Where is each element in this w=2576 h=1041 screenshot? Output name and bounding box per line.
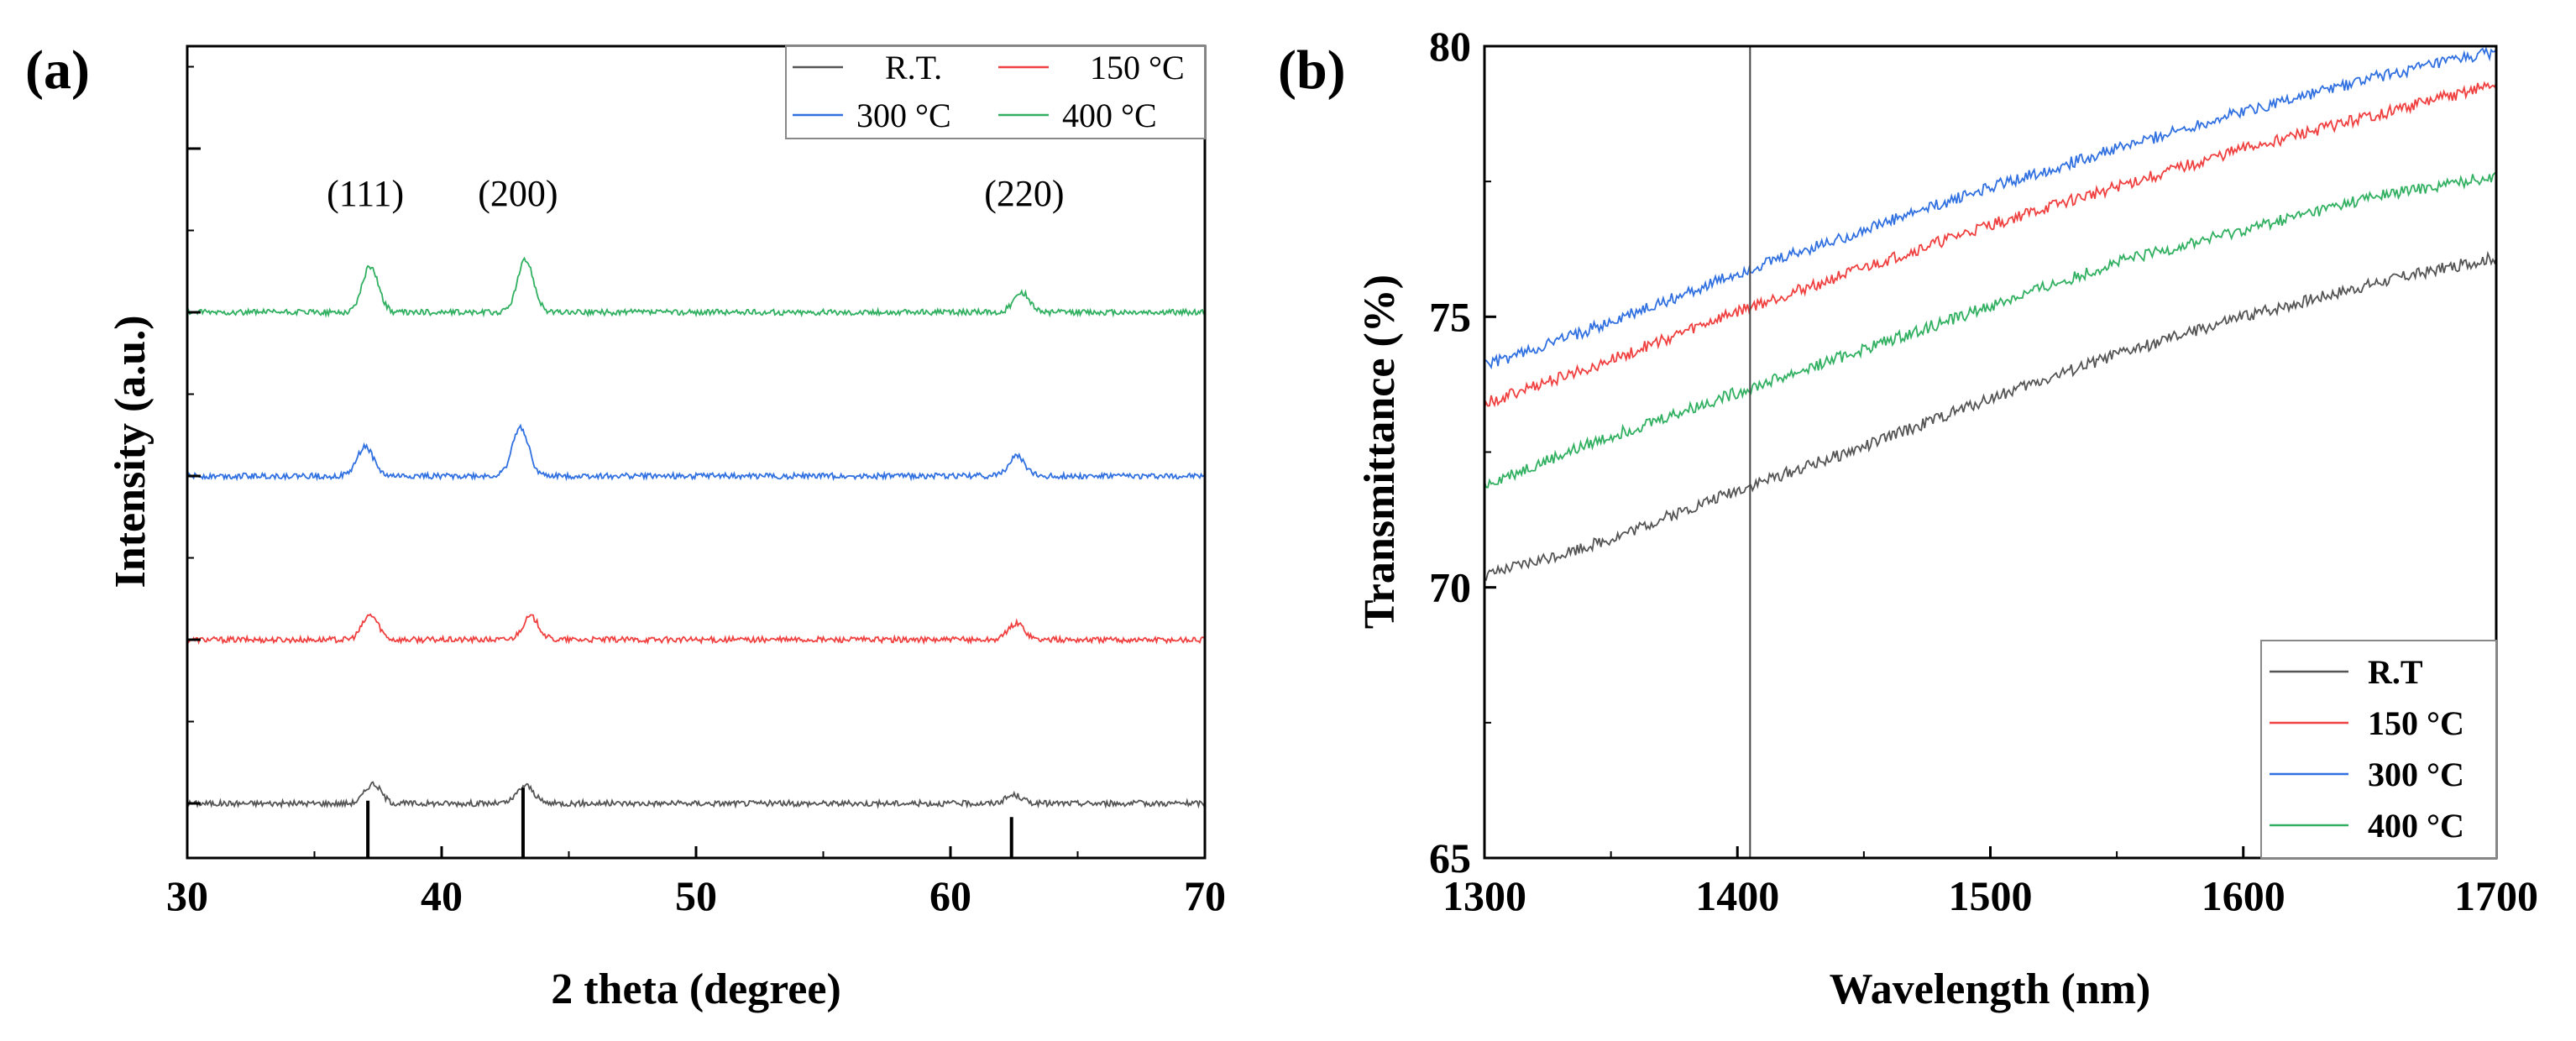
panel-b-y-tick-label: 80 — [1429, 23, 1471, 70]
panel-b-x-tick-label: 1500 — [1949, 872, 2033, 919]
panel-a-legend-box — [785, 45, 1206, 139]
panel-b-series-rt — [1484, 250, 2497, 581]
panel-a-legend-label-150: 150 °C — [1090, 49, 1185, 86]
panel-a-legend: R.T. 150 °C 300 °C 400 °C — [785, 45, 1206, 139]
panel-a-label: (a) — [25, 39, 90, 101]
panel-a-series-group — [186, 256, 1206, 809]
panel-a-x-tick-label: 40 — [421, 872, 463, 919]
panel-b-ticks: 1300 1400 1500 1600 1700 65 70 75 80 — [1429, 23, 2538, 919]
panel-a-ticks: 30 40 50 60 70 — [166, 65, 1226, 919]
panel-a-x-tick-label: 30 — [166, 872, 208, 919]
panel-b-legend-label-400: 400 °C — [2368, 807, 2464, 845]
panel-a-series-150 — [186, 613, 1206, 646]
panel-b-label: (b) — [1278, 39, 1346, 101]
panel-b-legend-label-150: 150 °C — [2368, 704, 2464, 742]
panel-b-x-tick-label: 1300 — [1442, 872, 1526, 919]
panel-a-plot-frame — [186, 44, 1207, 860]
panel-b-x-tick-label: 1700 — [2454, 872, 2538, 919]
panel-b-y-tick-label: 70 — [1429, 564, 1471, 611]
panel-b-y-tick-label: 75 — [1429, 293, 1471, 340]
panel-a-x-tick-label: 50 — [675, 872, 717, 919]
panel-b-legend-label-rt: R.T — [2368, 653, 2423, 691]
panel-a: (a) 30 40 50 60 70 (111) (200) (220) 2 theta (… — [25, 39, 1226, 1013]
panel-a-series-rt — [186, 781, 1206, 809]
panel-b-legend-label-300: 300 °C — [2368, 756, 2464, 793]
panel-a-peak-label: (200) — [478, 173, 558, 214]
panel-b-x-tick-label: 1400 — [1695, 872, 1779, 919]
panel-b-xlabel: Wavelength (nm) — [1830, 965, 2151, 1013]
panel-a-peak-labels: (111) (200) (220) — [327, 173, 1064, 214]
panel-a-reference-lines — [366, 787, 1013, 858]
panel-a-x-tick-label: 70 — [1184, 872, 1226, 919]
panel-a-peak-label: (111) — [327, 173, 404, 214]
panel-a-ylabel: Intensity (a.u.) — [107, 315, 154, 588]
panel-a-legend-label-400: 400 °C — [1062, 97, 1157, 134]
panel-b-series-150 — [1484, 81, 2497, 409]
panel-b-series-group — [1484, 46, 2497, 581]
panel-b-legend: R.T 150 °C 300 °C 400 °C — [2260, 640, 2497, 859]
panel-a-series-400 — [186, 256, 1206, 318]
panel-b-legend-box — [2260, 640, 2497, 859]
panel-b: (b) 1300 1400 1500 1600 1700 65 70 75 80 Wavelen… — [1278, 23, 2538, 1013]
panel-a-legend-label-300: 300 °C — [856, 97, 951, 134]
panel-b-ylabel: Transmittance (%) — [1356, 275, 1404, 629]
panel-a-xlabel: 2 theta (degree) — [551, 965, 841, 1013]
panel-b-series-300 — [1484, 46, 2497, 370]
panel-a-x-tick-label: 60 — [929, 872, 971, 919]
panel-b-y-tick-label: 65 — [1429, 834, 1471, 881]
panel-a-peak-label: (220) — [984, 173, 1064, 214]
panel-a-series-300 — [186, 423, 1206, 482]
panel-b-series-400 — [1484, 171, 2497, 489]
panel-b-x-tick-label: 1600 — [2202, 872, 2285, 919]
panel-a-legend-label-rt: R.T. — [885, 49, 942, 86]
